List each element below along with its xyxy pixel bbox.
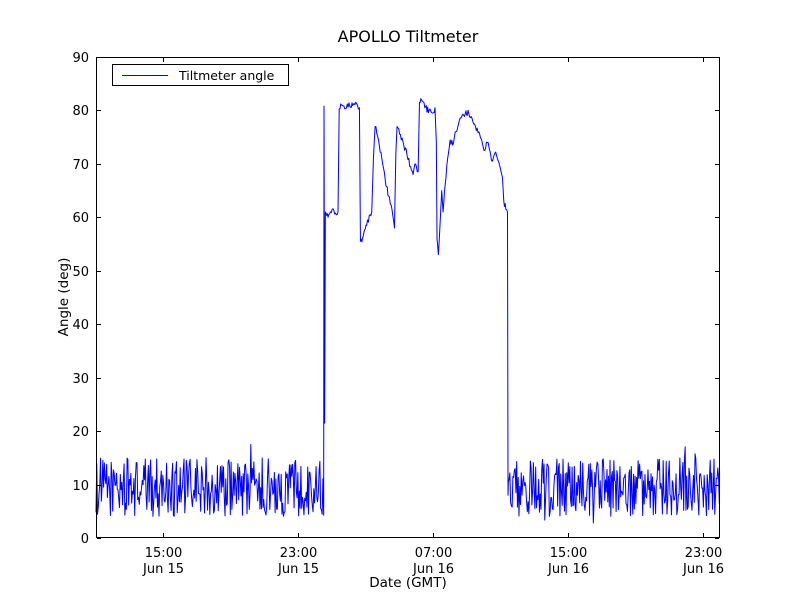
- y-tick-label: 60: [72, 211, 89, 226]
- x-tick-label-time: 07:00: [415, 546, 452, 561]
- x-tick-label-date: Jun 16: [412, 562, 454, 577]
- y-tick-label: 70: [72, 158, 89, 173]
- y-tick-label: 40: [72, 318, 89, 333]
- y-tick-label: 10: [72, 479, 89, 494]
- y-tick-label: 80: [72, 104, 89, 119]
- y-tick-label: 20: [72, 425, 89, 440]
- x-tick-label-date: Jun 16: [547, 562, 589, 577]
- legend: Tiltmeter angle: [112, 64, 290, 86]
- y-tick-label: 50: [72, 265, 89, 280]
- x-tick-label-date: Jun 15: [277, 562, 319, 577]
- chart-title: APOLLO Tiltmeter: [337, 27, 479, 46]
- y-tick-label: 90: [72, 51, 89, 66]
- axes-frame: [96, 57, 720, 538]
- y-axis-ticks: 0 10 20 30 40 50 60 70 80 90: [72, 51, 719, 547]
- x-axis-label: Date (GMT): [369, 575, 447, 591]
- x-tick-label-date: Jun 15: [142, 562, 184, 577]
- legend-label: Tiltmeter angle: [179, 67, 275, 83]
- y-axis-label: Angle (deg): [56, 257, 72, 337]
- x-tick-label-date: Jun 16: [682, 562, 724, 577]
- x-tick-label-time: 23:00: [280, 546, 317, 561]
- y-tick-label: 30: [72, 372, 89, 387]
- tiltmeter-line: [95, 98, 720, 524]
- x-tick-label-time: 15:00: [550, 546, 587, 561]
- y-tick-label: 0: [81, 532, 89, 547]
- x-tick-label-time: 15:00: [145, 546, 182, 561]
- x-tick-label-time: 23:00: [685, 546, 722, 561]
- legend-line-sample: [122, 74, 168, 76]
